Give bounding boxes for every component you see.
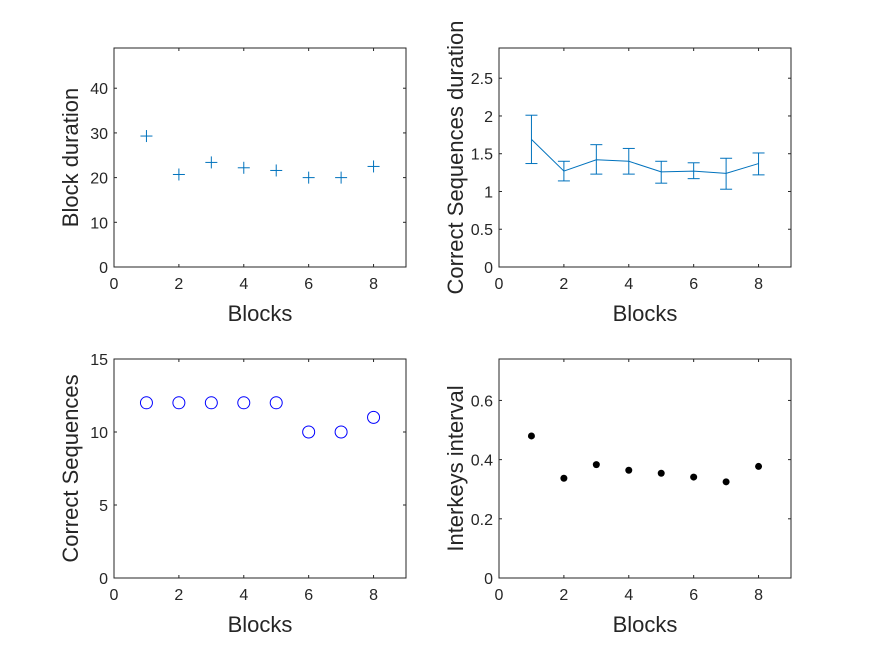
y-tick-label: 2.5 xyxy=(471,71,493,88)
y-tick-label: 0.6 xyxy=(471,393,493,410)
series-line xyxy=(531,139,759,174)
x-tick-label: 0 xyxy=(110,276,119,293)
error-bar xyxy=(590,144,603,175)
chart-panel-2: 0 2 4 6 8 0 0.5 1 1.5 2 2.5 Blocks Correct Sequences… xyxy=(443,21,792,326)
error-bar xyxy=(687,162,700,180)
x-tick-label: 8 xyxy=(369,587,378,604)
data-point xyxy=(367,410,381,424)
x-tick-label: 4 xyxy=(624,587,633,604)
data-point xyxy=(657,469,665,477)
data-point xyxy=(237,396,251,410)
x-tick-label: 0 xyxy=(110,587,119,604)
x-tick-label: 8 xyxy=(754,276,763,293)
data-point xyxy=(172,168,185,181)
y-tick-label: 2 xyxy=(484,109,493,126)
x-tick-label: 2 xyxy=(174,587,183,604)
error-bar xyxy=(720,157,733,190)
axes-frame xyxy=(113,358,407,579)
x-tick-label: 4 xyxy=(239,276,248,293)
error-bar xyxy=(557,160,570,182)
x-tick-label: 8 xyxy=(369,276,378,293)
x-tick-label: 2 xyxy=(559,276,568,293)
y-tick-label: 5 xyxy=(99,498,108,515)
x-tick-label: 4 xyxy=(239,587,248,604)
y-tick-label: 10 xyxy=(90,215,108,232)
axes-frame xyxy=(498,358,792,579)
y-tick-label: 20 xyxy=(90,171,108,188)
data-point xyxy=(237,161,250,174)
x-tick-label: 8 xyxy=(754,587,763,604)
data-point xyxy=(270,164,283,177)
y-tick-label: 1.5 xyxy=(471,147,493,164)
y-tick-label: 0 xyxy=(484,571,493,588)
data-point xyxy=(755,462,763,470)
y-tick-label: 0 xyxy=(99,260,108,277)
chart-panel-3: 0 2 4 6 8 0 5 10 15 Blocks Correct Sequences xyxy=(58,352,407,637)
data-point xyxy=(204,396,218,410)
data-point xyxy=(140,130,153,143)
y-tick-label: 30 xyxy=(90,126,108,143)
x-tick-label: 6 xyxy=(304,587,313,604)
x-tick-label: 2 xyxy=(559,587,568,604)
y-tick-label: 10 xyxy=(90,425,108,442)
error-bar xyxy=(752,152,765,176)
axes-frame xyxy=(498,47,792,268)
x-axis-label: Blocks xyxy=(613,612,678,637)
data-point xyxy=(367,160,380,173)
x-axis-label: Blocks xyxy=(228,301,293,326)
y-axis-label: Interkeys interval xyxy=(443,385,468,551)
data-point xyxy=(592,461,600,469)
data-point xyxy=(335,171,348,184)
y-tick-label: 0 xyxy=(99,571,108,588)
y-tick-label: 1 xyxy=(484,184,493,201)
y-tick-label: 0.5 xyxy=(471,222,493,239)
data-point xyxy=(690,473,698,481)
x-tick-label: 0 xyxy=(495,276,504,293)
error-bar xyxy=(622,147,635,175)
error-bar xyxy=(525,114,538,165)
data-point xyxy=(172,396,186,410)
y-axis-label: Block duration xyxy=(58,88,83,227)
data-point xyxy=(334,425,348,439)
x-tick-label: 6 xyxy=(304,276,313,293)
data-point xyxy=(269,396,283,410)
y-tick-label: 15 xyxy=(90,352,108,369)
y-tick-label: 0.2 xyxy=(471,512,493,529)
y-tick-label: 40 xyxy=(90,81,108,98)
x-tick-label: 0 xyxy=(495,587,504,604)
y-tick-label: 0 xyxy=(484,260,493,277)
x-tick-label: 4 xyxy=(624,276,633,293)
x-tick-label: 2 xyxy=(174,276,183,293)
chart-panel-4: 0 2 4 6 8 0 0.2 0.4 0.6 Blocks Interkeys interval xyxy=(443,358,792,637)
data-point xyxy=(302,425,316,439)
x-axis-label: Blocks xyxy=(613,301,678,326)
axes-frame xyxy=(113,47,407,268)
data-point xyxy=(205,156,218,169)
data-point xyxy=(302,171,315,184)
y-axis-label: Correct Sequences duration xyxy=(443,21,468,295)
data-point xyxy=(560,474,568,482)
error-bar xyxy=(655,160,668,184)
y-tick-label: 0.4 xyxy=(471,453,493,470)
y-axis-label: Correct Sequences xyxy=(58,374,83,562)
x-tick-label: 6 xyxy=(689,276,698,293)
x-axis-label: Blocks xyxy=(228,612,293,637)
data-point xyxy=(722,478,730,486)
data-point xyxy=(139,396,153,410)
x-tick-label: 6 xyxy=(689,587,698,604)
data-point xyxy=(625,466,633,474)
chart-panel-1: 0 2 4 6 8 0 10 20 30 40 Blocks Block duration xyxy=(58,47,407,326)
data-point xyxy=(527,432,535,440)
